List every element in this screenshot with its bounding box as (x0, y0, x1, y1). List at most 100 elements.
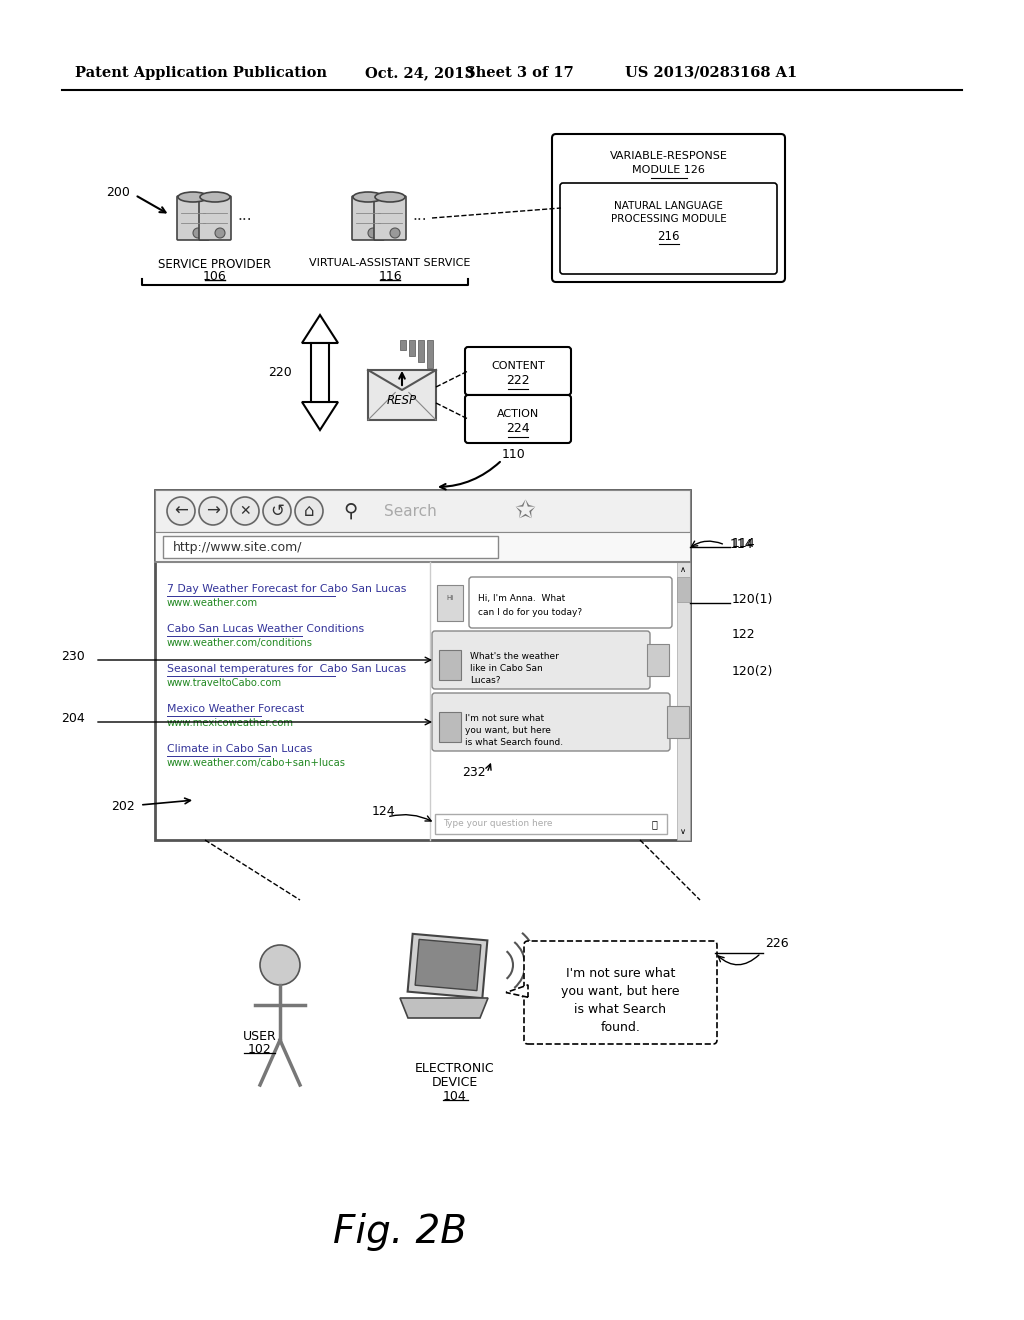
Bar (439, 711, 461, 742)
Text: www.weather.com: www.weather.com (167, 598, 258, 609)
Text: 220: 220 (268, 366, 292, 379)
Text: ⌂: ⌂ (304, 502, 314, 520)
FancyBboxPatch shape (199, 195, 231, 240)
Text: 114: 114 (732, 537, 756, 550)
Text: US 2013/0283168 A1: US 2013/0283168 A1 (625, 66, 798, 81)
Text: What's the weather: What's the weather (470, 652, 559, 661)
Text: www.mexicoweather.com: www.mexicoweather.com (167, 718, 294, 729)
Text: PROCESSING MODULE: PROCESSING MODULE (610, 214, 726, 224)
Text: Lucas?: Lucas? (470, 676, 501, 685)
Text: CONTENT: CONTENT (492, 360, 545, 371)
Text: ✩: ✩ (514, 499, 536, 523)
Text: RESP: RESP (387, 393, 417, 407)
FancyBboxPatch shape (465, 395, 571, 444)
Text: ELECTRONIC: ELECTRONIC (415, 1063, 495, 1074)
Text: VARIABLE-RESPONSE: VARIABLE-RESPONSE (609, 150, 727, 161)
Text: 7 Day Weather Forecast for Cabo San Lucas: 7 Day Weather Forecast for Cabo San Luca… (167, 583, 407, 594)
Circle shape (295, 498, 323, 525)
Bar (418, 341, 424, 362)
Text: www.weather.com/conditions: www.weather.com/conditions (167, 638, 313, 648)
Bar (163, 536, 498, 558)
Text: Patent Application Publication: Patent Application Publication (75, 66, 327, 81)
Text: VIRTUAL-ASSISTANT SERVICE: VIRTUAL-ASSISTANT SERVICE (309, 257, 471, 268)
Text: found.: found. (600, 1020, 640, 1034)
Text: →: → (206, 502, 220, 520)
Text: Type your question here: Type your question here (443, 820, 553, 829)
Polygon shape (302, 403, 338, 430)
Bar (409, 341, 415, 356)
Text: Search: Search (384, 503, 436, 519)
Bar (311, 343, 329, 403)
Text: 106: 106 (203, 271, 227, 282)
Text: 110: 110 (502, 449, 525, 462)
Bar (647, 644, 669, 676)
Text: 232: 232 (462, 766, 485, 779)
FancyBboxPatch shape (177, 195, 209, 240)
Polygon shape (506, 985, 528, 997)
Text: SERVICE PROVIDER: SERVICE PROVIDER (159, 257, 271, 271)
Text: Cabo San Lucas Weather Conditions: Cabo San Lucas Weather Conditions (167, 624, 365, 634)
Ellipse shape (200, 191, 230, 202)
Bar (368, 370, 436, 420)
Text: ↺: ↺ (270, 502, 284, 520)
Text: NATURAL LANGUAGE: NATURAL LANGUAGE (614, 201, 723, 211)
Text: 122: 122 (732, 627, 756, 640)
FancyBboxPatch shape (432, 631, 650, 689)
Bar (155, 532, 690, 562)
Text: 200: 200 (106, 186, 130, 199)
Text: I'm not sure what: I'm not sure what (465, 714, 544, 723)
Text: ...: ... (412, 209, 427, 223)
Bar (677, 562, 690, 840)
Text: 114: 114 (730, 539, 754, 550)
Text: ∨: ∨ (680, 828, 686, 837)
Text: Climate in Cabo San Lucas: Climate in Cabo San Lucas (167, 744, 312, 754)
Bar (437, 585, 463, 620)
Text: USER: USER (243, 1030, 276, 1043)
Circle shape (263, 498, 291, 525)
Text: Sheet 3 of 17: Sheet 3 of 17 (465, 66, 573, 81)
Bar (677, 577, 690, 602)
Text: Seasonal temperatures for  Cabo San Lucas: Seasonal temperatures for Cabo San Lucas (167, 664, 407, 675)
Text: 102: 102 (248, 1043, 272, 1056)
Ellipse shape (178, 191, 208, 202)
Circle shape (368, 228, 378, 238)
Text: 226: 226 (765, 937, 788, 950)
Circle shape (260, 945, 300, 985)
FancyBboxPatch shape (465, 347, 571, 395)
Circle shape (199, 498, 227, 525)
Text: 104: 104 (443, 1090, 467, 1104)
Text: ACTION: ACTION (497, 409, 539, 418)
Text: MODULE 126: MODULE 126 (632, 165, 705, 176)
Text: http://www.site.com/: http://www.site.com/ (173, 541, 302, 554)
FancyBboxPatch shape (374, 195, 406, 240)
Circle shape (390, 228, 400, 238)
Text: 230: 230 (61, 649, 85, 663)
Text: Fig. 2B: Fig. 2B (333, 1213, 467, 1251)
Text: 116: 116 (378, 271, 401, 282)
FancyBboxPatch shape (560, 183, 777, 275)
Text: 124: 124 (372, 805, 395, 818)
Text: DEVICE: DEVICE (432, 1076, 478, 1089)
Circle shape (231, 498, 259, 525)
Polygon shape (302, 315, 338, 343)
Bar (155, 490, 690, 532)
Bar (667, 706, 689, 738)
Text: 222: 222 (506, 375, 529, 388)
Text: 🎤: 🎤 (651, 818, 657, 829)
FancyBboxPatch shape (524, 941, 717, 1044)
Ellipse shape (375, 191, 406, 202)
Polygon shape (400, 998, 488, 1018)
Text: ∧: ∧ (680, 565, 686, 574)
Text: ...: ... (237, 209, 252, 223)
Text: Hi, I'm Anna.  What: Hi, I'm Anna. What (478, 594, 565, 603)
Text: you want, but here: you want, but here (561, 985, 680, 998)
Text: like in Cabo San: like in Cabo San (470, 664, 543, 673)
FancyBboxPatch shape (432, 693, 670, 751)
Bar (427, 341, 433, 368)
Text: Hi: Hi (446, 594, 454, 601)
Text: ←: ← (174, 502, 188, 520)
Text: 202: 202 (112, 800, 135, 813)
Text: 120(1): 120(1) (732, 593, 773, 606)
FancyBboxPatch shape (352, 195, 384, 240)
Text: 224: 224 (506, 422, 529, 436)
